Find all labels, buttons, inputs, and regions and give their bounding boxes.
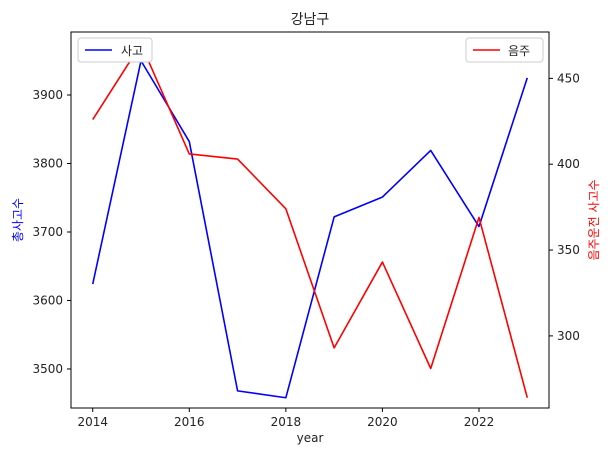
right-y-tick-label: 300 [557, 329, 580, 343]
left-y-tick-label: 3700 [32, 225, 63, 239]
plot-frame [70, 31, 550, 409]
plot-area [70, 31, 550, 409]
left-y-tick-label: 3600 [32, 293, 63, 307]
x-tick-label: 2020 [367, 415, 398, 429]
legend-right-label: 음주 [508, 44, 530, 58]
legend-right: 음주 [465, 37, 544, 63]
right-y-axis-label: 음주운전 사고수 [587, 179, 601, 260]
left-y-tick-label: 3900 [32, 88, 63, 102]
right-y-tick-label: 450 [557, 71, 580, 85]
left-y-axis-ticks: 3500 3600 3700 3800 3900 [32, 88, 71, 376]
chart-title: 강남구 [291, 12, 330, 28]
x-tick-label: 2022 [464, 415, 495, 429]
series-layer [91, 43, 529, 399]
left-y-tick-label: 3800 [32, 156, 63, 170]
x-tick-label: 2014 [77, 415, 108, 429]
x-axis-ticks: 2014 2016 2018 2020 2022 [77, 408, 494, 429]
x-tick-label: 2018 [271, 415, 302, 429]
x-tick-label: 2016 [174, 415, 205, 429]
legend-right-box [465, 37, 544, 63]
drunk-driving-series-line [92, 43, 529, 398]
legend-left-label: 사고 [121, 44, 143, 58]
legend-left: 사고 [77, 37, 153, 63]
right-y-tick-label: 400 [557, 157, 580, 171]
right-y-axis-ticks: 300 350 400 450 [549, 71, 580, 343]
accident-series-line [91, 59, 529, 399]
x-axis-label: year [297, 431, 324, 445]
legend-left-box [77, 37, 153, 63]
right-y-tick-label: 350 [557, 243, 580, 257]
left-y-tick-label: 3500 [32, 362, 63, 376]
left-y-axis-label: 총사고수 [11, 198, 25, 242]
